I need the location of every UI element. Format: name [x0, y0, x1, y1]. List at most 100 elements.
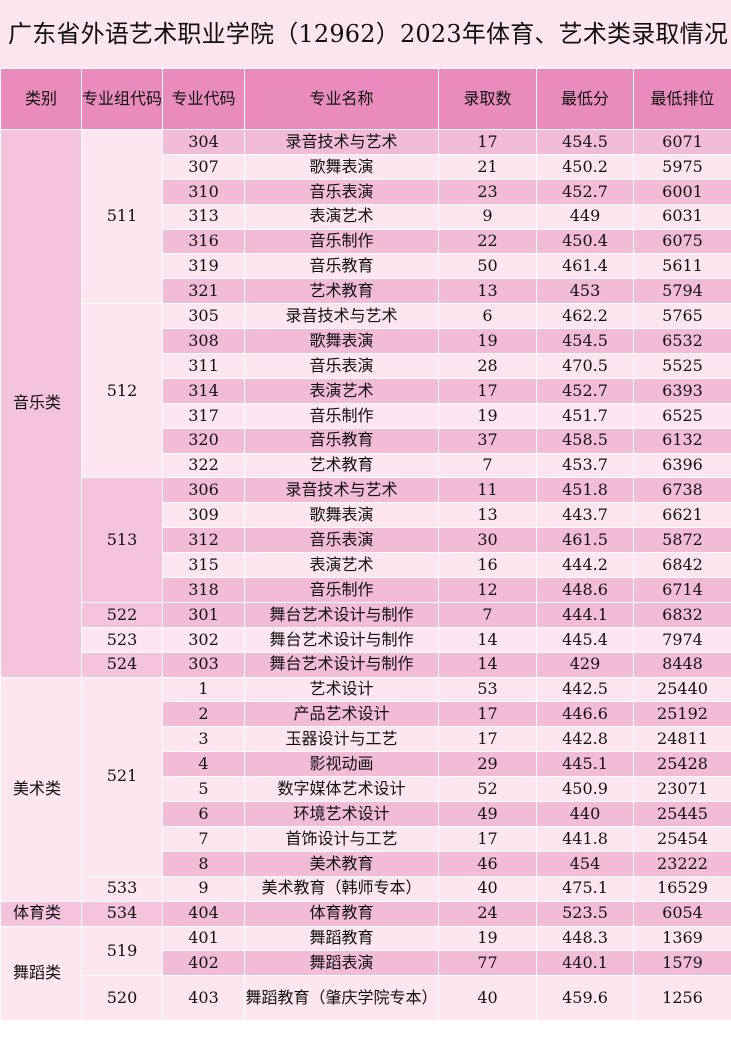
admitted-count: 30 — [438, 527, 537, 554]
major-code: 316 — [162, 228, 245, 255]
admitted-count: 9 — [438, 203, 537, 230]
major-name: 环境艺术设计 — [244, 801, 439, 827]
table-row: 513 306 录音技术与艺术 11 451.8 6738 — [0, 477, 731, 603]
major-code: 404 — [162, 900, 245, 927]
category-sports: 体育类 — [0, 900, 82, 927]
major-name: 录音技术与艺术 — [244, 303, 439, 330]
min-rank: 1369 — [633, 925, 731, 952]
major-name: 表演艺术 — [244, 203, 439, 230]
admitted-count: 17 — [438, 825, 537, 852]
major-name: 音乐制作 — [244, 402, 439, 429]
table-row: 314 表演艺术 17 452.7 6393 — [0, 377, 731, 404]
major-code: 2 — [162, 701, 245, 728]
min-rank: 6525 — [633, 402, 731, 429]
major-code: 308 — [162, 328, 245, 355]
major-code: 313 — [162, 203, 245, 230]
min-rank: 1256 — [633, 975, 731, 1022]
min-score: 429 — [536, 651, 634, 678]
major-name: 首饰设计与工艺 — [244, 825, 439, 852]
min-score: 451.8 — [536, 477, 634, 504]
admitted-count: 19 — [438, 402, 537, 429]
min-score: 452.7 — [536, 377, 634, 404]
min-rank: 6031 — [633, 203, 731, 230]
header-category: 类别 — [0, 68, 82, 130]
admitted-count: 77 — [438, 950, 537, 977]
group-code-524: 524 — [81, 651, 163, 678]
major-name: 舞蹈表演 — [244, 950, 439, 977]
table-row: 523 302 舞台艺术设计与制作 14 445.4 7974 — [0, 626, 731, 653]
major-code: 303 — [162, 651, 245, 678]
group-code-521: 521 — [81, 676, 163, 877]
min-rank: 5975 — [633, 153, 731, 180]
admitted-count: 40 — [438, 975, 537, 1022]
group-code-533: 533 — [81, 875, 163, 902]
min-rank: 6075 — [633, 228, 731, 255]
min-rank: 5611 — [633, 253, 731, 280]
min-rank: 25454 — [633, 825, 731, 852]
major-name: 体育教育 — [244, 900, 439, 927]
min-score: 442.5 — [536, 676, 634, 703]
admitted-count: 37 — [438, 427, 537, 454]
admitted-count: 14 — [438, 626, 537, 653]
major-name: 录音技术与艺术 — [244, 477, 439, 504]
min-score: 448.6 — [536, 577, 634, 603]
min-rank: 6071 — [633, 129, 731, 155]
admitted-count: 52 — [438, 776, 537, 803]
min-rank: 6393 — [633, 377, 731, 404]
min-score: 459.6 — [536, 975, 634, 1022]
min-score: 450.4 — [536, 228, 634, 255]
major-name: 录音技术与艺术 — [244, 129, 439, 155]
min-score: 523.5 — [536, 900, 634, 927]
min-rank: 25428 — [633, 751, 731, 778]
major-code: 9 — [162, 875, 245, 902]
major-code: 401 — [162, 925, 245, 952]
major-code: 7 — [162, 825, 245, 852]
min-score: 454 — [536, 850, 634, 877]
major-code: 306 — [162, 477, 245, 504]
major-code: 5 — [162, 776, 245, 803]
major-code: 403 — [162, 975, 245, 1022]
min-rank: 7974 — [633, 626, 731, 653]
admitted-count: 17 — [438, 377, 537, 404]
admitted-count: 7 — [438, 452, 537, 479]
admitted-count: 17 — [438, 129, 537, 155]
min-score: 444.1 — [536, 601, 634, 628]
min-score: 445.4 — [536, 626, 634, 653]
admission-table: 类别 专业组代码 专业代码 专业名称 录取数 最低分 最低排位 音乐类 511 … — [0, 68, 731, 1022]
min-score: 454.5 — [536, 328, 634, 355]
major-code: 317 — [162, 402, 245, 429]
min-rank: 6054 — [633, 900, 731, 927]
min-rank: 8448 — [633, 651, 731, 678]
table-row: 524 303 舞台艺术设计与制作 14 429 8448 — [0, 651, 731, 678]
min-rank: 24811 — [633, 726, 731, 753]
table-row: 体育类 534 404 体育教育 24 523.5 6054 — [0, 900, 731, 927]
admitted-count: 21 — [438, 153, 537, 180]
major-name: 影视动画 — [244, 751, 439, 778]
min-score: 452.7 — [536, 178, 634, 205]
min-rank: 6621 — [633, 502, 731, 529]
min-score: 475.1 — [536, 875, 634, 902]
admitted-count: 11 — [438, 477, 537, 504]
admitted-count: 19 — [438, 328, 537, 355]
major-name: 音乐表演 — [244, 527, 439, 554]
min-rank: 25192 — [633, 701, 731, 728]
major-name: 表演艺术 — [244, 377, 439, 404]
min-score: 441.8 — [536, 825, 634, 852]
min-rank: 5872 — [633, 527, 731, 554]
admitted-count: 40 — [438, 875, 537, 902]
major-code: 301 — [162, 601, 245, 628]
min-rank: 6001 — [633, 178, 731, 205]
major-code: 310 — [162, 178, 245, 205]
admitted-count: 16 — [438, 552, 537, 579]
admitted-count: 22 — [438, 228, 537, 255]
min-rank: 6738 — [633, 477, 731, 504]
min-rank: 1579 — [633, 950, 731, 977]
major-name: 表演艺术 — [244, 552, 439, 579]
major-code: 315 — [162, 552, 245, 579]
min-score: 443.7 — [536, 502, 634, 529]
admitted-count: 24 — [438, 900, 537, 927]
category-art: 美术类 — [0, 676, 82, 902]
admitted-count: 13 — [438, 502, 537, 529]
min-rank: 5765 — [633, 303, 731, 330]
major-name: 产品艺术设计 — [244, 701, 439, 728]
